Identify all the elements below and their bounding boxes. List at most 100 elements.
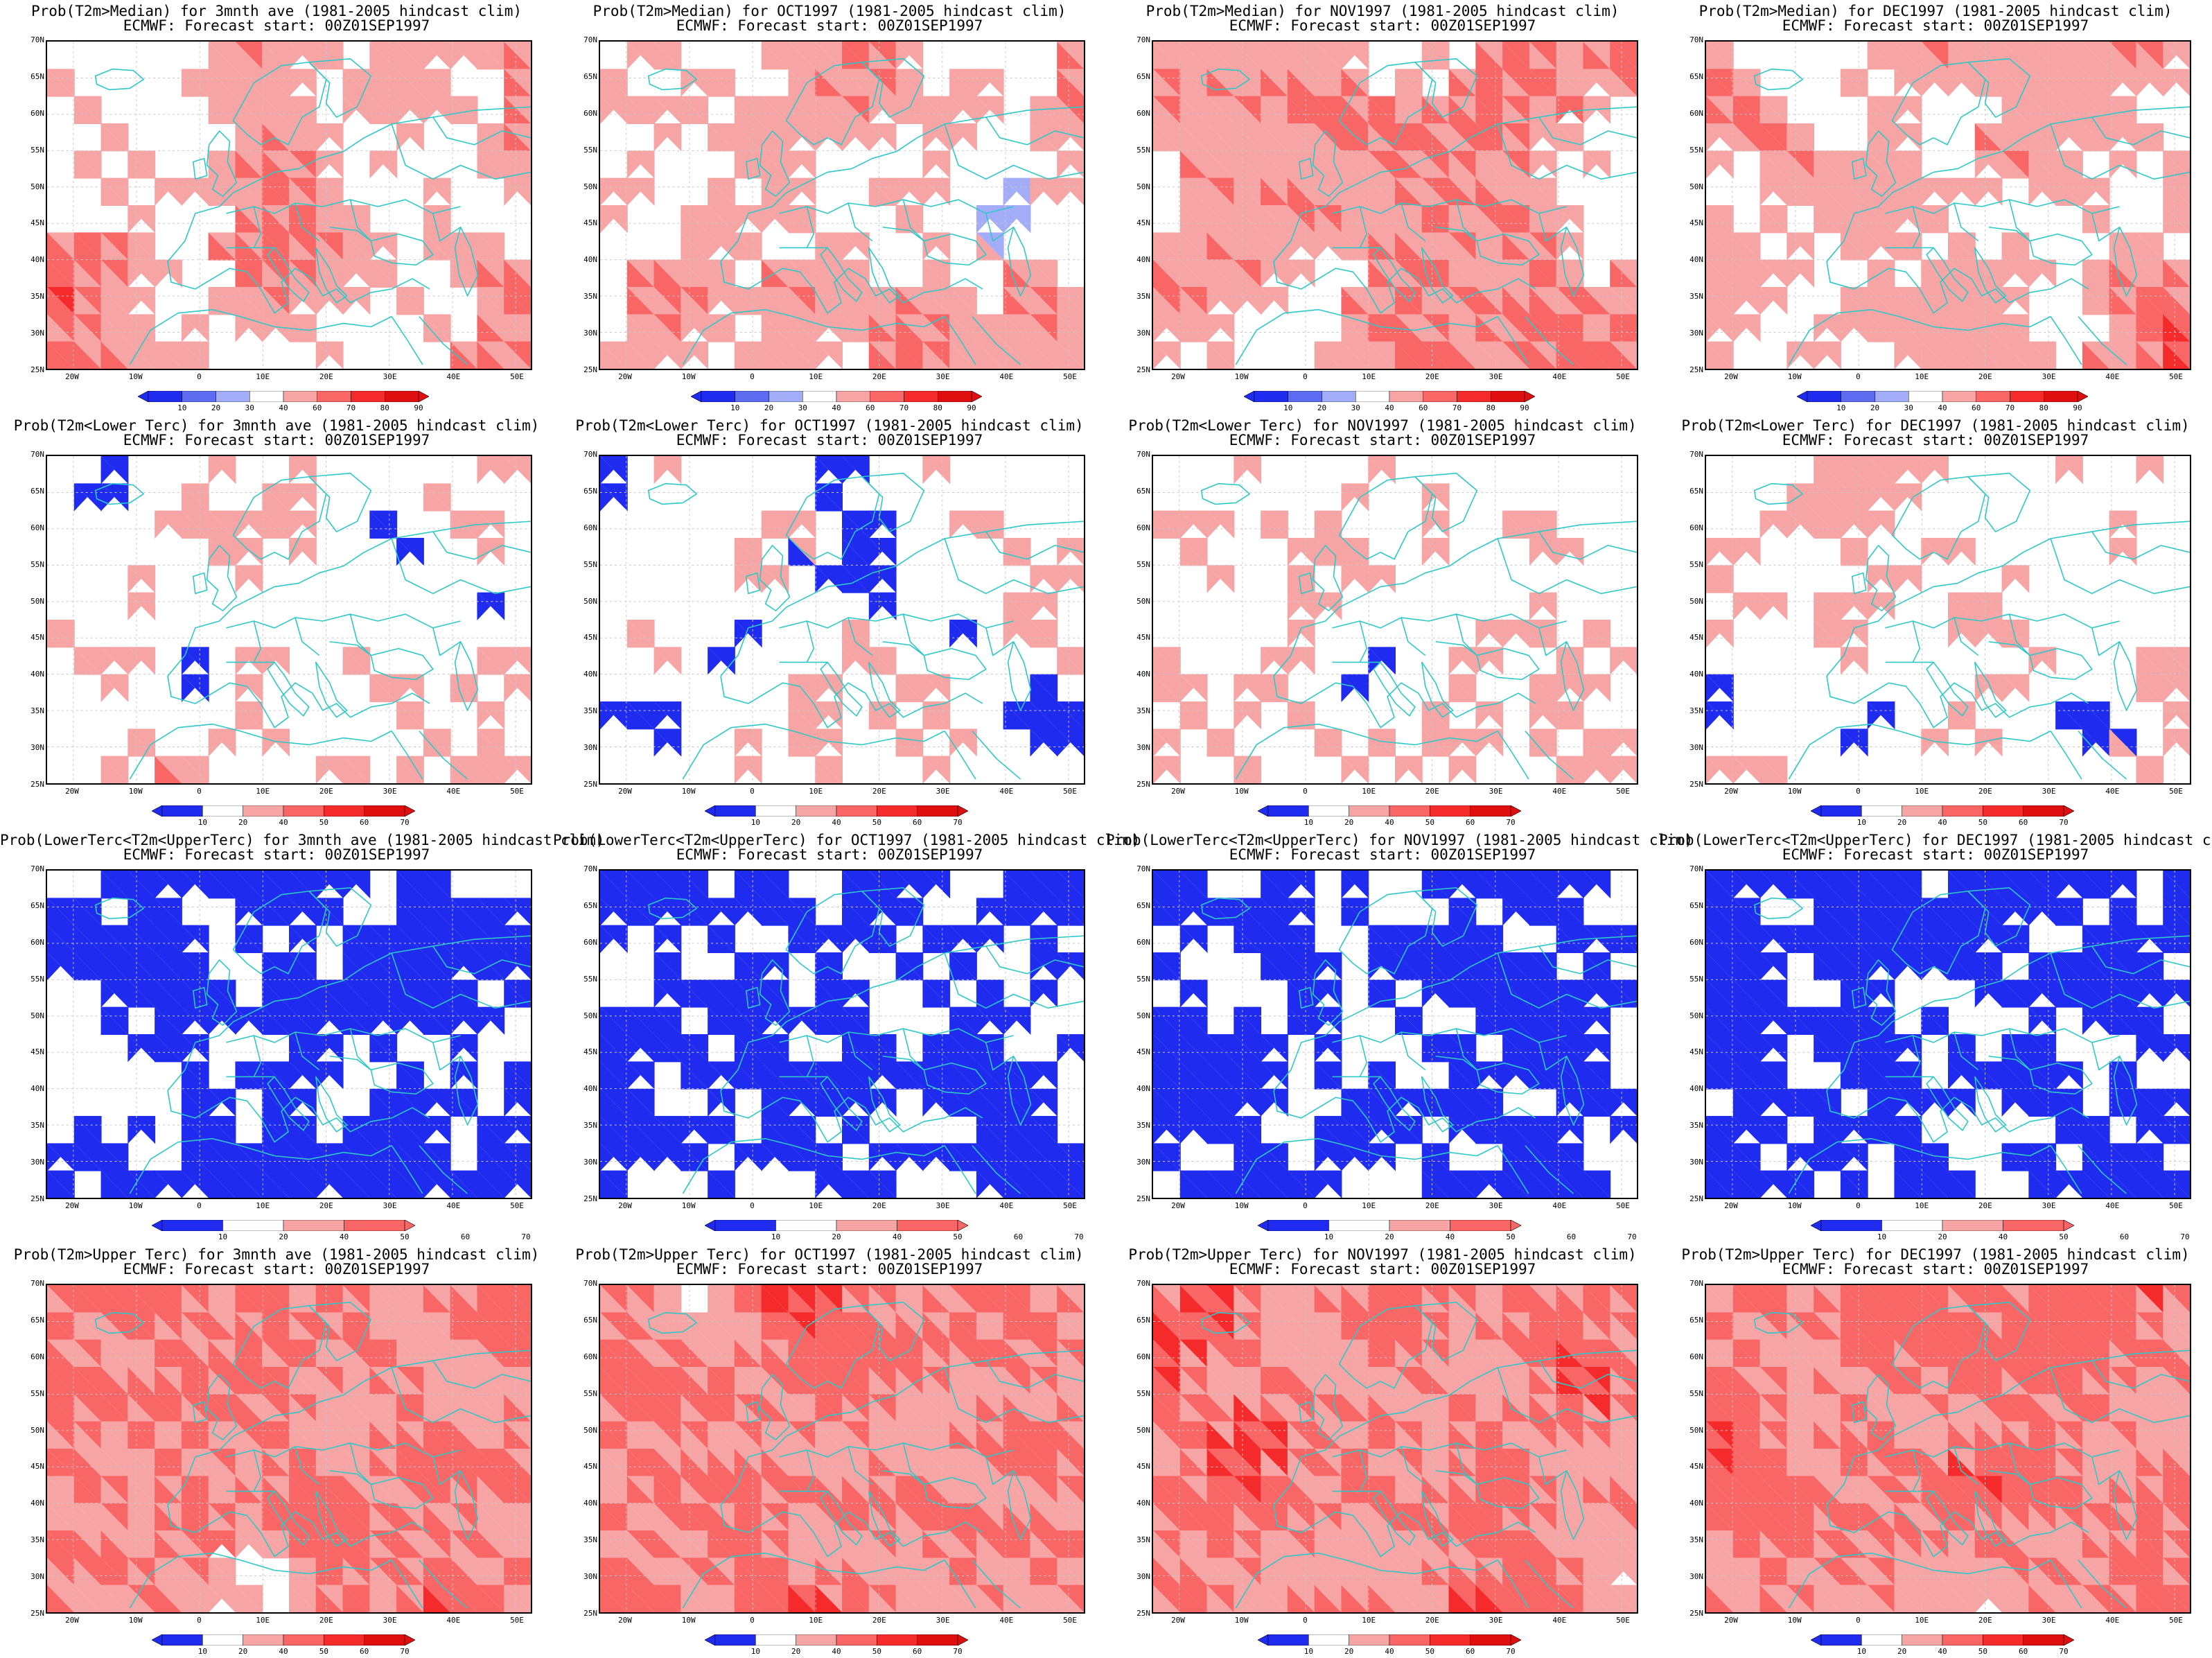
colorbar-label: 60 xyxy=(1466,1647,1475,1656)
probability-map[interactable] xyxy=(1152,455,1638,785)
latitude-tick: 25N xyxy=(1136,1609,1150,1618)
colorbar xyxy=(704,805,969,817)
longitude-tick: 20W xyxy=(618,1616,632,1625)
latitude-tick: 65N xyxy=(583,486,597,496)
probability-map[interactable] xyxy=(46,1284,532,1614)
probability-map[interactable] xyxy=(46,40,532,370)
latitude-tick: 25N xyxy=(1689,1609,1703,1618)
colorbar-label: 20 xyxy=(1870,403,1880,412)
longitude-tick: 10E xyxy=(256,1616,270,1625)
latitude-tick: 65N xyxy=(583,900,597,910)
longitude-tick: 10E xyxy=(1915,1616,1929,1625)
probability-map[interactable] xyxy=(599,1284,1085,1614)
colorbar-label: 70 xyxy=(953,818,963,827)
colorbar-label: 20 xyxy=(1938,1232,1947,1241)
longitude-tick: 20E xyxy=(872,372,886,381)
colorbar-label: 60 xyxy=(2119,1232,2130,1241)
coastlines xyxy=(1200,58,1637,365)
probability-field xyxy=(1706,456,2190,783)
colorbar-label: 60 xyxy=(866,403,875,412)
latitude-tick: 30N xyxy=(1689,1572,1703,1582)
probability-map[interactable] xyxy=(599,869,1085,1199)
latitude-tick: 55N xyxy=(583,1388,597,1398)
colorbar-label: 30 xyxy=(1904,403,1913,412)
latitude-tick: 45N xyxy=(30,633,44,643)
latitude-tick: 50N xyxy=(1689,596,1703,606)
longitude-tick: 50E xyxy=(2169,372,2183,381)
latitude-tick: 25N xyxy=(1689,365,1703,374)
colorbar-label: 70 xyxy=(521,1232,531,1241)
latitude-tick: 45N xyxy=(583,218,597,228)
colorbar-label: 90 xyxy=(2073,403,2082,412)
latitude-tick: 65N xyxy=(30,71,44,81)
graticule xyxy=(47,1285,531,1612)
map-panel: Prob(T2m>Upper Terc) for NOV1997 (1981-2… xyxy=(1106,1244,1659,1658)
coastlines xyxy=(1753,887,2190,1194)
longitude-tick: 40E xyxy=(2105,787,2120,796)
latitude-tick: 50N xyxy=(583,182,597,191)
map-panel: Prob(LowerTerc<T2m<UpperTerc) for DEC199… xyxy=(1659,829,2212,1244)
longitude-tick: 40E xyxy=(446,787,461,796)
latitude-tick: 70N xyxy=(1689,1279,1703,1288)
longitude-tick: 0 xyxy=(1303,787,1308,796)
probability-map[interactable] xyxy=(599,455,1085,785)
probability-map[interactable] xyxy=(1152,40,1638,370)
latitude-tick: 65N xyxy=(1136,486,1150,496)
latitude-tick: 40N xyxy=(30,1499,44,1508)
longitude-tick: 20E xyxy=(1425,1616,1439,1625)
graticule xyxy=(600,1285,1084,1612)
latitude-tick: 35N xyxy=(1689,292,1703,302)
probability-map[interactable] xyxy=(1705,455,2191,785)
probability-map[interactable] xyxy=(1705,1284,2191,1614)
colorbar-label: 50 xyxy=(1425,1647,1434,1656)
latitude-tick: 50N xyxy=(1689,1011,1703,1020)
probability-map[interactable] xyxy=(1152,869,1638,1199)
latitude-tick: 35N xyxy=(1136,1535,1150,1545)
longitude-tick: 10W xyxy=(128,1201,143,1210)
latitude-tick: 25N xyxy=(1689,1194,1703,1203)
longitude-tick: 10W xyxy=(681,372,696,381)
colorbar-label: 80 xyxy=(380,403,389,412)
longitude-tick: 10W xyxy=(1234,372,1249,381)
latitude-tick: 50N xyxy=(30,1011,44,1020)
latitude-tick: 70N xyxy=(30,450,44,459)
longitude-tick: 20W xyxy=(618,1201,632,1210)
colorbar xyxy=(1243,390,1536,403)
probability-map[interactable] xyxy=(1705,40,2191,370)
latitude-tick: 40N xyxy=(583,1499,597,1508)
latitude-tick: 60N xyxy=(1689,108,1703,118)
colorbar xyxy=(1257,1634,1522,1646)
colorbar-label: 20 xyxy=(1897,818,1907,827)
panel-title: Prob(T2m<Lower Terc) for OCT1997 (1981-2… xyxy=(575,417,1084,434)
latitude-tick: 30N xyxy=(583,1158,597,1167)
probability-map[interactable] xyxy=(1705,869,2191,1199)
map-panel: Prob(T2m>Upper Terc) for DEC1997 (1981-2… xyxy=(1659,1244,2212,1658)
longitude-tick: 10E xyxy=(809,372,823,381)
latitude-tick: 35N xyxy=(583,1121,597,1131)
colorbar xyxy=(1257,1219,1522,1232)
probability-map[interactable] xyxy=(599,40,1085,370)
colorbar-label: 10 xyxy=(1304,818,1313,827)
colorbar-label: 50 xyxy=(1506,1232,1516,1241)
colorbar-label: 50 xyxy=(319,818,328,827)
colorbar-label: 40 xyxy=(1998,1232,2008,1241)
latitude-tick: 50N xyxy=(583,1011,597,1020)
probability-map[interactable] xyxy=(46,455,532,785)
longitude-tick: 50E xyxy=(1063,1201,1077,1210)
latitude-tick: 50N xyxy=(1136,1425,1150,1435)
probability-map[interactable] xyxy=(46,869,532,1199)
latitude-tick: 65N xyxy=(30,1315,44,1325)
coastlines xyxy=(1753,472,2190,780)
longitude-tick: 0 xyxy=(1303,1616,1308,1625)
latitude-tick: 40N xyxy=(30,670,44,679)
longitude-tick: 20E xyxy=(1978,787,1992,796)
panel-title: Prob(T2m>Upper Terc) for 3mnth ave (1981… xyxy=(13,1246,540,1263)
longitude-tick: 30E xyxy=(1489,1201,1503,1210)
panel-title: Prob(T2m>Upper Terc) for OCT1997 (1981-2… xyxy=(575,1246,1084,1263)
probability-map[interactable] xyxy=(1152,1284,1638,1614)
latitude-tick: 30N xyxy=(30,1158,44,1167)
colorbar-label: 20 xyxy=(1385,1232,1394,1241)
longitude-tick: 0 xyxy=(1856,1616,1861,1625)
latitude-tick: 65N xyxy=(583,71,597,81)
longitude-tick: 30E xyxy=(1489,787,1503,796)
